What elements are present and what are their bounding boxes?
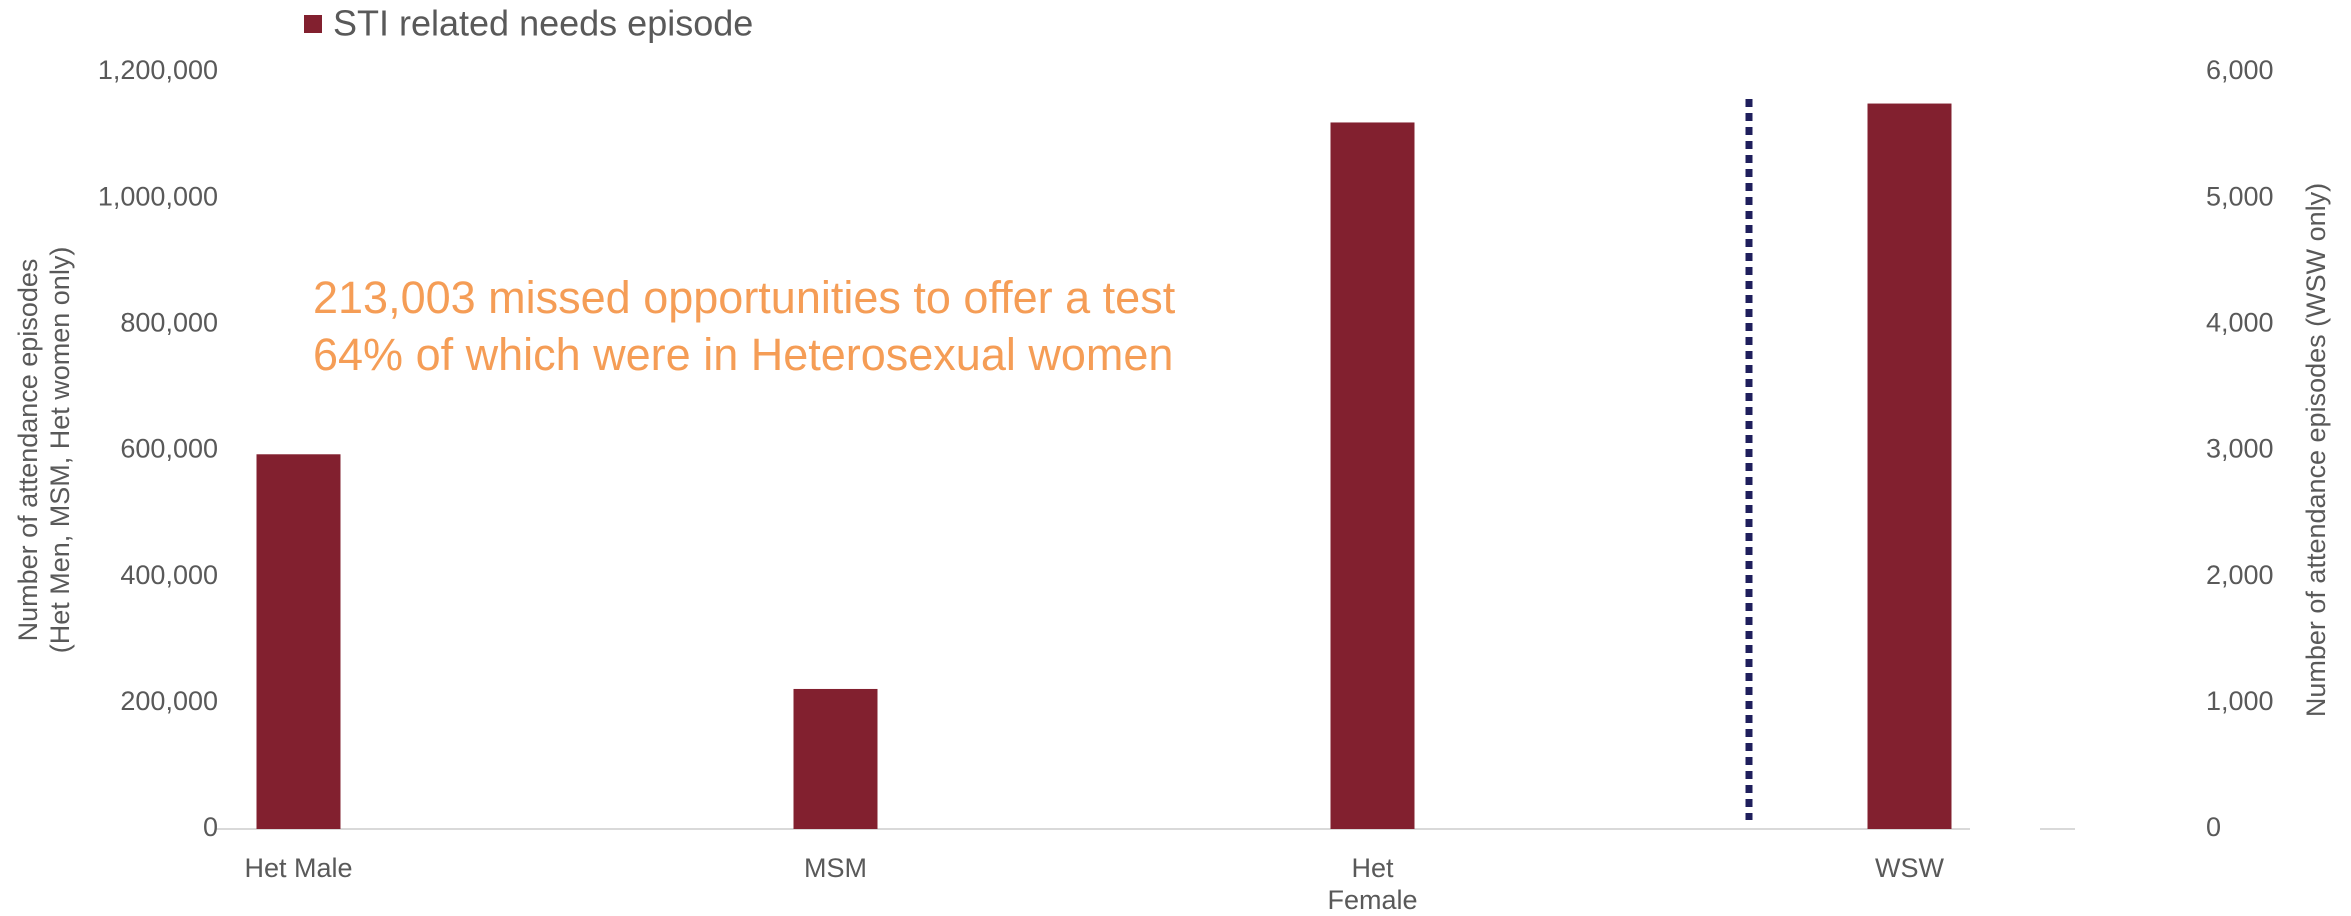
legend-label: STI related needs episode xyxy=(333,3,753,44)
y-tick-label: 800,000 xyxy=(120,307,218,337)
y-axis-label: (Het Men, MSM, Het women only) xyxy=(45,247,75,654)
y-axis-label: Number of attendance episodes xyxy=(13,259,43,642)
annotation: 213,003 missed opportunities to offer a … xyxy=(313,272,1176,323)
x-tick-label: WSW xyxy=(1875,853,1944,883)
y2-tick-label: 5,000 xyxy=(2206,181,2274,211)
y-tick-label: 1,000,000 xyxy=(98,181,218,211)
y-tick-label: 0 xyxy=(203,812,218,842)
bar xyxy=(1867,103,1952,829)
y2-tick-label: 6,000 xyxy=(2206,55,2274,85)
y2-tick-label: 3,000 xyxy=(2206,434,2274,464)
y-tick-label: 200,000 xyxy=(120,686,218,716)
bar xyxy=(793,688,878,829)
bar xyxy=(256,454,341,829)
y2-tick-label: 1,000 xyxy=(2206,686,2274,716)
x-tick-label: Het Male xyxy=(244,853,353,883)
y-tick-label: 600,000 xyxy=(120,434,218,464)
x-tick-label: MSM xyxy=(804,853,867,883)
x-tick-label: Het Female xyxy=(1327,853,1418,915)
y2-tick-label: 0 xyxy=(2206,812,2221,842)
y2-tick-label: 2,000 xyxy=(2206,560,2274,590)
legend-swatch xyxy=(304,15,322,33)
y-tick-label: 1,200,000 xyxy=(98,55,218,85)
annotation: 64% of which were in Heterosexual women xyxy=(313,329,1173,380)
y2-tick-label: 4,000 xyxy=(2206,307,2274,337)
bar xyxy=(1330,122,1415,829)
y2-axis-label: Number of attendance episodes (WSW only) xyxy=(2301,183,2331,717)
y-tick-label: 400,000 xyxy=(120,560,218,590)
